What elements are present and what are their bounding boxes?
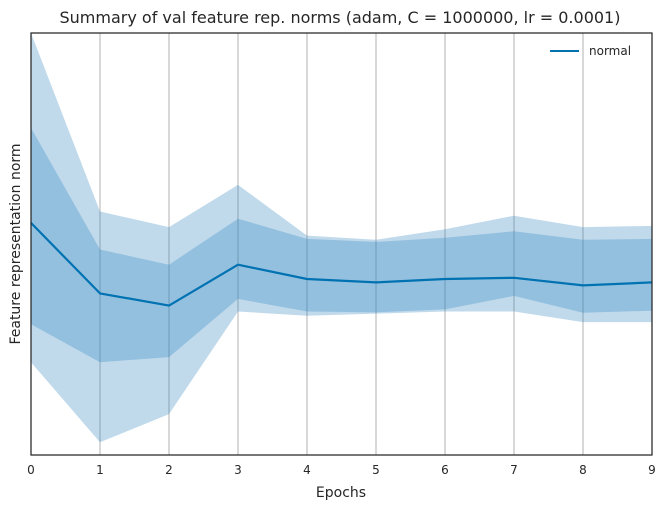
x-tick-label-4: 4 bbox=[303, 463, 311, 477]
line-layer bbox=[30, 222, 653, 307]
x-axis-label: Epochs bbox=[316, 485, 366, 501]
plot-frame bbox=[30, 32, 653, 456]
chart-title: Summary of val feature rep. norms (adam,… bbox=[60, 8, 621, 27]
x-tick-label-0: 0 bbox=[27, 463, 35, 477]
legend-label-normal: normal bbox=[589, 44, 631, 58]
x-tick-label-7: 7 bbox=[510, 463, 518, 477]
x-tick-label-3: 3 bbox=[234, 463, 242, 477]
band-layer bbox=[31, 33, 652, 443]
y-axis-label: Feature representation norm bbox=[8, 143, 24, 344]
x-tick-label-2: 2 bbox=[165, 463, 173, 477]
x-tick-label-5: 5 bbox=[372, 463, 380, 477]
legend: normal bbox=[550, 44, 631, 58]
inner-band-normal bbox=[31, 127, 652, 363]
grid-layer bbox=[99, 33, 584, 455]
x-tick-label-8: 8 bbox=[579, 463, 587, 477]
series-line-normal bbox=[30, 222, 653, 307]
x-tick-label-9: 9 bbox=[648, 463, 656, 477]
outer-band-normal bbox=[31, 33, 652, 443]
x-tick-label-1: 1 bbox=[96, 463, 104, 477]
x-tick-labels: 0 1 2 3 4 5 6 7 8 9 bbox=[27, 463, 656, 477]
x-tick-label-6: 6 bbox=[441, 463, 449, 477]
